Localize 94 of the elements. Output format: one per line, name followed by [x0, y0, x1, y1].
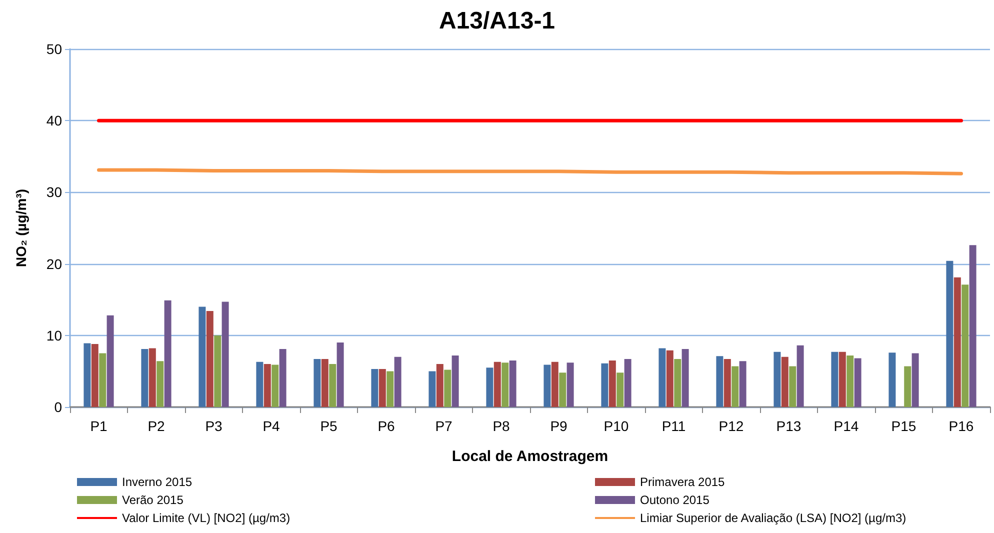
bar	[336, 342, 344, 407]
bar	[724, 359, 731, 407]
bar	[502, 362, 509, 407]
x-tick-label: P12	[718, 418, 744, 434]
x-tick-label: P15	[891, 418, 916, 434]
y-tick-label: 30	[46, 184, 62, 200]
bar	[739, 361, 746, 407]
bar	[436, 364, 444, 407]
bar	[106, 315, 114, 407]
bar	[608, 360, 616, 407]
bar	[378, 369, 386, 407]
bar	[854, 358, 862, 407]
bar	[428, 371, 436, 407]
x-tick-label: P3	[205, 418, 223, 434]
bar	[946, 260, 954, 407]
bar	[214, 335, 222, 407]
bar	[658, 348, 666, 407]
y-tick-label: 10	[46, 327, 62, 344]
bar	[321, 359, 328, 407]
bar	[494, 362, 501, 407]
bar	[566, 362, 574, 407]
x-tick-label: P14	[834, 418, 859, 434]
bar	[624, 359, 632, 407]
bar	[206, 311, 214, 407]
bar	[831, 352, 838, 407]
bar	[444, 370, 452, 407]
legend-label: Limiar Superior de Avaliação (LSA) [NO2] (µg/m3)	[640, 511, 906, 525]
bar	[888, 352, 896, 407]
legend-label: Inverno 2015	[122, 475, 192, 489]
bar	[682, 349, 689, 407]
x-tick-label: P6	[378, 418, 396, 434]
bar	[198, 306, 206, 407]
x-tick-label: P10	[604, 418, 629, 434]
y-tick-label: 20	[46, 256, 62, 272]
bar	[954, 277, 961, 407]
bar	[781, 356, 788, 407]
bar	[666, 350, 674, 407]
bar	[544, 364, 551, 407]
bar	[616, 372, 624, 407]
bar	[452, 355, 459, 407]
x-axis-title: Local de Amostragem	[452, 448, 608, 465]
bar	[84, 343, 91, 407]
bar	[486, 368, 494, 407]
bar	[164, 300, 172, 407]
bar	[789, 366, 796, 407]
bar	[386, 371, 394, 407]
bar	[272, 364, 279, 407]
bar	[716, 356, 724, 407]
bar	[796, 345, 804, 407]
bar	[264, 364, 271, 407]
legend-label: Primavera 2015	[640, 475, 726, 489]
x-tick-label: P8	[492, 418, 510, 434]
x-tick-label: P4	[262, 418, 280, 434]
chart-title: A13/A13-1	[438, 8, 556, 34]
bar	[904, 366, 912, 407]
bar	[912, 353, 919, 407]
bar	[99, 353, 106, 407]
y-tick-label: 0	[54, 399, 62, 415]
x-tick-label: P7	[435, 418, 453, 434]
legend-label: Valor Limite (VL) [NO2] (µg/m3)	[122, 511, 290, 525]
bar	[314, 359, 321, 407]
bar	[601, 363, 608, 407]
x-tick-label: P5	[320, 418, 338, 434]
y-axis-title: NO₂ (µg/m³)	[13, 188, 29, 268]
bar	[559, 372, 566, 407]
x-tick-label: P13	[776, 418, 802, 434]
bar	[774, 352, 781, 407]
bar	[141, 349, 148, 407]
x-tick-label: P1	[90, 418, 108, 434]
bar	[509, 360, 516, 407]
bar	[394, 356, 402, 407]
bar	[91, 344, 98, 407]
bar	[846, 355, 854, 407]
bar	[329, 364, 336, 407]
bar	[371, 369, 378, 407]
legend-label: Outono 2015	[640, 493, 710, 507]
x-tick-label: P2	[148, 418, 166, 434]
legend-label: Verão 2015	[122, 493, 184, 507]
bar	[222, 302, 229, 407]
bar	[674, 359, 682, 407]
bar	[148, 348, 156, 407]
bar	[279, 349, 286, 407]
bar	[156, 361, 164, 407]
bar	[969, 245, 976, 407]
bar	[838, 352, 846, 407]
x-tick-label: P9	[550, 418, 568, 434]
x-tick-label: P11	[662, 418, 686, 434]
bar	[732, 366, 739, 407]
y-tick-label: 50	[46, 41, 62, 57]
bar	[551, 362, 558, 407]
y-tick-label: 40	[46, 112, 62, 129]
bar	[256, 362, 264, 407]
bar	[962, 284, 969, 407]
x-tick-label: P16	[948, 418, 974, 434]
